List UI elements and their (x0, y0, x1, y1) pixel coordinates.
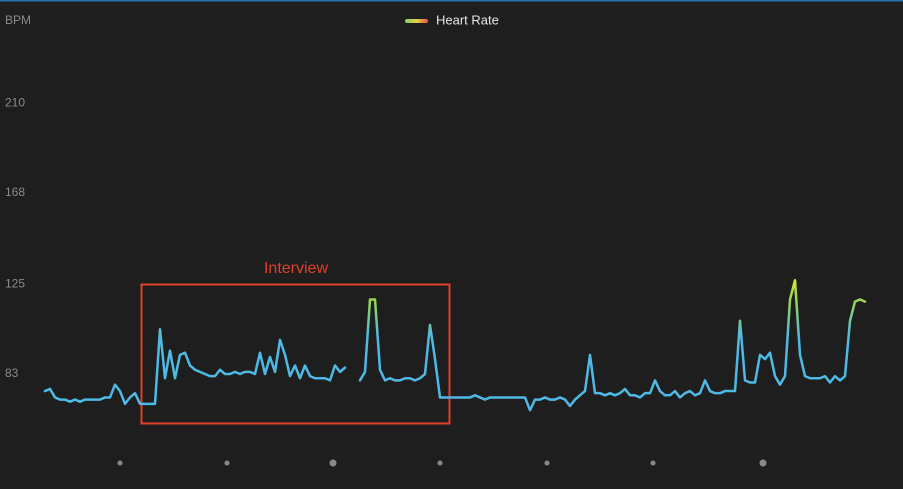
x-markers (117, 459, 767, 467)
x-marker (650, 460, 656, 466)
annotation-box (140, 283, 451, 425)
x-marker (329, 459, 337, 467)
x-marker (544, 460, 550, 466)
y-tick-label: 210 (5, 96, 25, 110)
y-tick-label: 83 (5, 366, 19, 380)
y-tick-label: 125 (5, 277, 25, 291)
x-marker (759, 459, 767, 467)
x-marker (117, 460, 123, 466)
x-marker (437, 460, 443, 466)
x-marker (224, 460, 230, 466)
heart-rate-line (43, 279, 867, 412)
top-border (0, 0, 903, 2)
y-axis-label: BPM (5, 13, 31, 27)
y-tick-label: 168 (5, 185, 25, 199)
annotation-text: Interview (264, 260, 328, 277)
legend-label: Heart Rate (436, 12, 499, 27)
legend-swatch (405, 19, 428, 23)
